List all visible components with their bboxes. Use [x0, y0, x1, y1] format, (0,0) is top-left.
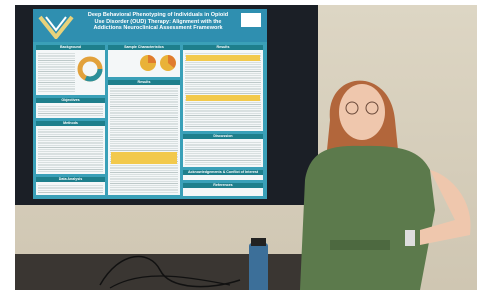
- poster-panel: Acknowledgements & Conflict of Interest: [183, 170, 263, 180]
- poster-panel: Sample Characteristics: [108, 45, 180, 77]
- poster-title: Deep Behavioral Phenotyping of Individua…: [83, 12, 233, 32]
- cables: [90, 240, 250, 290]
- section-header: Acknowledgements & Conflict of Interest: [183, 170, 263, 175]
- section-header: Sample Characteristics: [108, 45, 180, 50]
- section-header: Methods: [36, 121, 105, 126]
- text-lines: [185, 141, 261, 165]
- qr: [241, 13, 261, 27]
- section-header: Objectives: [36, 98, 105, 103]
- section-header: References: [183, 183, 263, 188]
- poster: Deep Behavioral Phenotyping of Individua…: [33, 9, 267, 199]
- table-highlight: [186, 95, 260, 101]
- bottle-cap: [251, 238, 266, 246]
- poster-panel: Results: [183, 45, 263, 131]
- cycle-diagram: [76, 55, 104, 83]
- text-lines: [38, 105, 103, 116]
- poster-panel: Results: [108, 80, 180, 195]
- section-header: Discussion: [183, 134, 263, 139]
- text-lines: [185, 52, 261, 129]
- text-lines: [110, 87, 178, 193]
- section-header: Results: [108, 80, 180, 85]
- poster-panel: Objectives: [36, 98, 105, 118]
- table-highlight: [186, 55, 260, 61]
- section-header: Data Analysis: [36, 177, 105, 182]
- poster-panel: Data Analysis: [36, 177, 105, 195]
- section-header: Results: [183, 45, 263, 50]
- text-lines: [38, 184, 103, 193]
- poster-panel: Background: [36, 45, 105, 95]
- poster-panel: Discussion: [183, 134, 263, 167]
- photo: Deep Behavioral Phenotyping of Individua…: [0, 0, 477, 293]
- text-lines: [38, 52, 75, 93]
- section-header: Background: [36, 45, 105, 50]
- poster-panel: References: [183, 183, 263, 196]
- text-lines: [38, 128, 103, 172]
- poster-panel: Methods: [36, 121, 105, 174]
- logo: [36, 13, 76, 39]
- pie-charts: [138, 53, 178, 73]
- table-highlight: [111, 152, 177, 164]
- water-bottle: [249, 243, 268, 290]
- person: [290, 60, 477, 290]
